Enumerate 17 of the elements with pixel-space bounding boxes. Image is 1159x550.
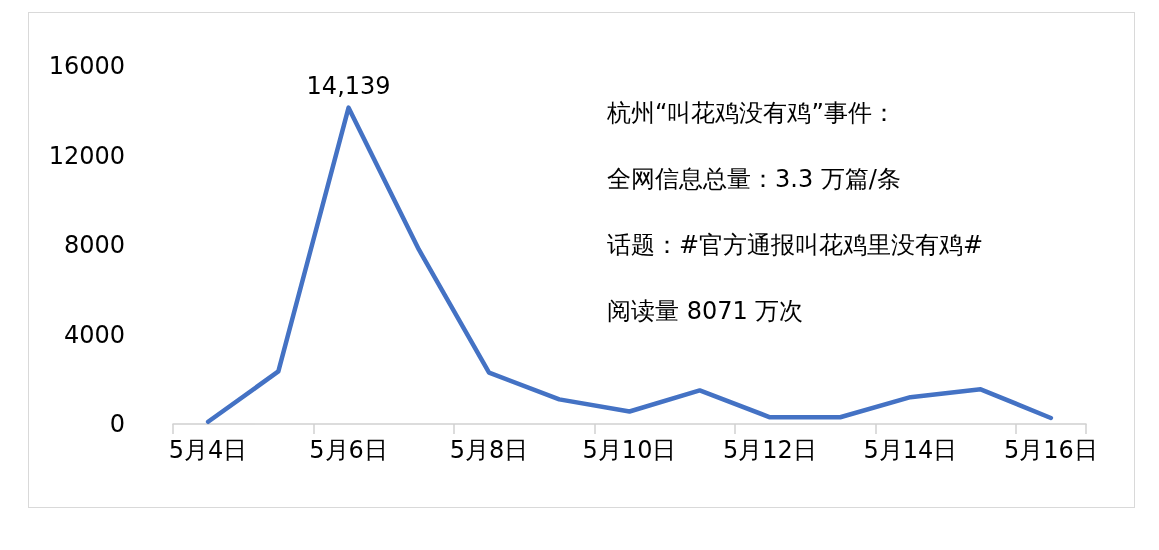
x-tick-label: 5月14日 — [863, 436, 958, 464]
x-tick-label: 5月8日 — [449, 436, 529, 464]
annotation: 话题：#官方通报叫花鸡里没有鸡# — [607, 231, 984, 259]
annotation: 阅读量 8071 万次 — [607, 297, 804, 325]
x-tick-label: 5月16日 — [1003, 436, 1098, 464]
x-tick-label: 5月10日 — [582, 436, 677, 464]
annotation: 全网信息总量：3.3 万篇/条 — [607, 165, 901, 193]
y-tick-label: 4000 — [63, 320, 125, 349]
y-tick-label: 0 — [109, 410, 125, 438]
data-label: 14,139 — [306, 71, 391, 100]
x-tick-label: 5月6日 — [309, 436, 388, 464]
y-tick-label: 16000 — [48, 52, 125, 80]
y-tick-label: 8000 — [63, 231, 125, 259]
y-tick-label: 12000 — [48, 141, 125, 170]
annotation: 杭州“叫花鸡没有鸡”事件： — [606, 99, 896, 127]
x-tick-label: 5月4日 — [168, 436, 248, 464]
x-tick-label: 5月12日 — [723, 436, 817, 464]
